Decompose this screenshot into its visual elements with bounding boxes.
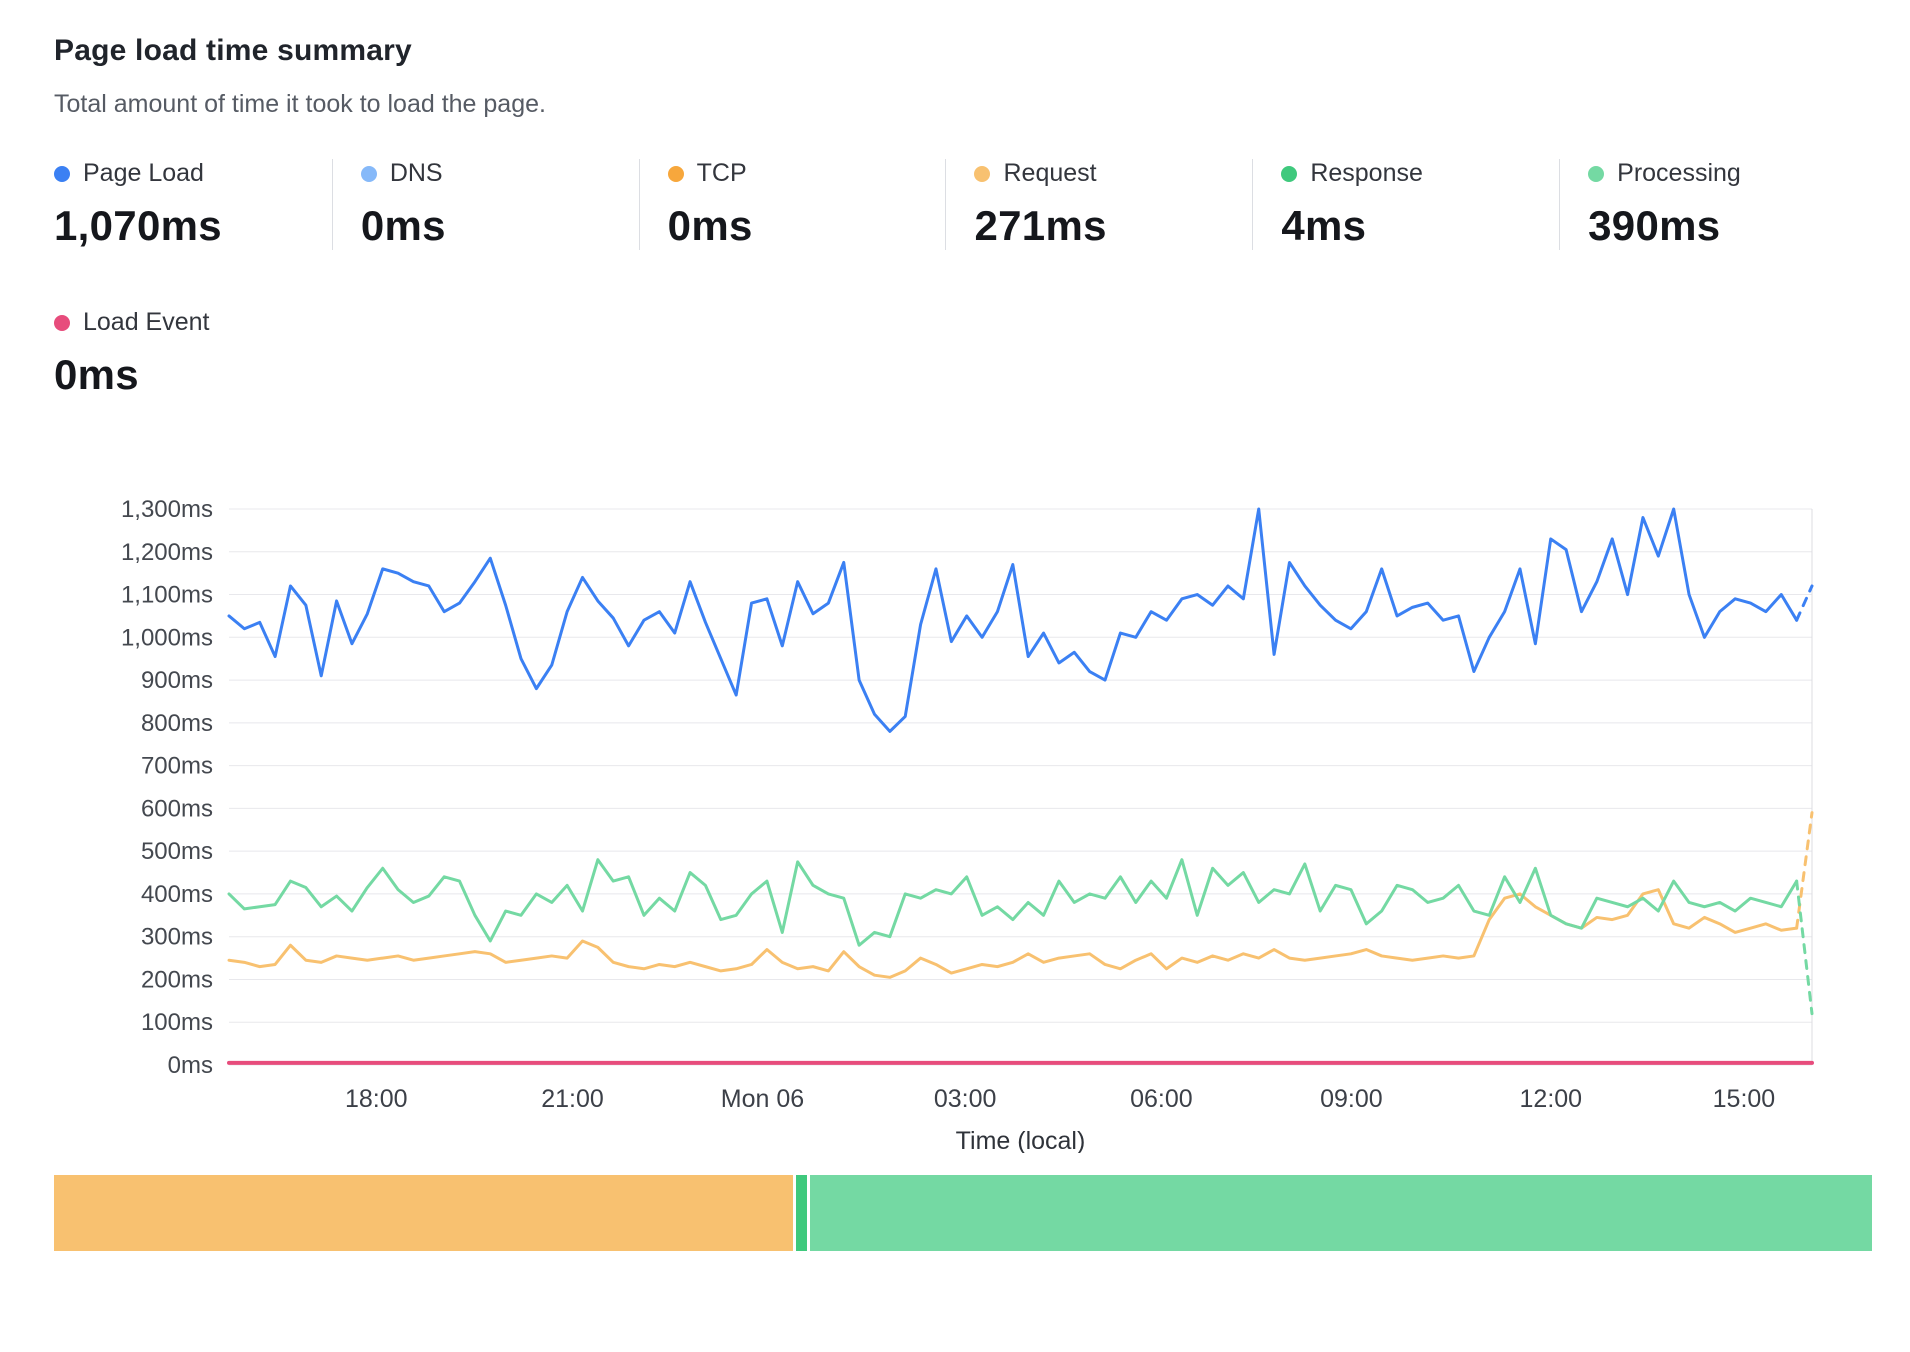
y-tick-label: 700ms	[141, 753, 213, 780]
metric-label-response: Response	[1310, 159, 1423, 187]
metric-value-page-load: 1,070ms	[54, 202, 222, 249]
x-tick-label: 09:00	[1320, 1085, 1383, 1113]
series-line-page-load	[227, 507, 1799, 733]
x-axis-title: Time (local)	[956, 1127, 1086, 1153]
y-tick-label: 1,200ms	[121, 539, 213, 566]
metric-request[interactable]: Request 271ms	[945, 159, 1252, 250]
metric-value-response: 4ms	[1281, 202, 1367, 249]
metric-label-tcp: TCP	[696, 159, 747, 187]
metric-value-request: 271ms	[974, 202, 1107, 249]
metric-value-processing: 390ms	[1588, 202, 1721, 249]
y-tick-label: 100ms	[141, 1009, 213, 1036]
metric-load-event[interactable]: Load Event 0ms	[54, 308, 1866, 399]
series-line-request-projection	[1795, 811, 1814, 930]
x-tick-label: 15:00	[1713, 1085, 1776, 1113]
metric-value-tcp: 0ms	[667, 202, 753, 249]
metric-label-load-event: Load Event	[83, 308, 210, 336]
metric-tcp[interactable]: TCP 0ms	[638, 159, 946, 250]
metrics-legend-row: Page Load 1,070ms DNS 0ms TCP 0ms Reques…	[54, 159, 1866, 250]
page-title: Page load time summary	[54, 34, 412, 67]
page-load-chart[interactable]: 0ms 100ms 200ms 300ms 400ms 500ms 600ms 700ms 80…	[54, 495, 1866, 1153]
metric-label-processing: Processing	[1617, 159, 1741, 187]
metric-value-load-event: 0ms	[54, 351, 139, 398]
x-tick-label: 03:00	[934, 1085, 997, 1113]
y-tick-label: 300ms	[141, 924, 213, 951]
metric-page-load[interactable]: Page Load 1,070ms	[54, 159, 332, 250]
y-tick-label: 800ms	[141, 710, 213, 737]
tcp-legend-dot	[667, 165, 684, 182]
load-event-row: Load Event 0ms	[54, 308, 1866, 399]
series-line-request	[227, 888, 1799, 979]
bar-segment-processing-share	[810, 1175, 1872, 1251]
y-tick-label: 1,100ms	[121, 582, 213, 609]
metric-processing[interactable]: Processing 390ms	[1559, 159, 1866, 250]
y-tick-label: 900ms	[141, 667, 213, 694]
metric-label-dns: DNS	[389, 159, 443, 187]
y-tick-label: 400ms	[141, 881, 213, 908]
metric-dns[interactable]: DNS 0ms	[331, 159, 639, 250]
x-tick-label: 21:00	[541, 1085, 604, 1113]
dns-legend-dot	[360, 165, 377, 182]
y-tick-label: 1,300ms	[121, 496, 213, 523]
x-tick-label: 06:00	[1130, 1085, 1193, 1113]
y-tick-label: 500ms	[141, 838, 213, 865]
y-tick-label: 600ms	[141, 795, 213, 822]
y-tick-label: 200ms	[141, 966, 213, 993]
request-legend-dot	[974, 165, 991, 182]
bar-segment-response-share	[796, 1175, 808, 1251]
line-chart-canvas[interactable]: 0ms 100ms 200ms 300ms 400ms 500ms 600ms 700ms 80…	[54, 495, 1866, 1153]
x-tick-label: Mon 06	[721, 1085, 804, 1113]
response-legend-dot	[1281, 165, 1298, 182]
processing-legend-dot	[1588, 165, 1605, 182]
y-tick-label: 0ms	[168, 1052, 213, 1079]
metric-response[interactable]: Response 4ms	[1252, 159, 1559, 250]
series-line-page-load-projection	[1795, 584, 1814, 622]
x-tick-label: 12:00	[1520, 1085, 1583, 1113]
y-tick-label: 1,000ms	[121, 624, 213, 651]
load-event-legend-dot	[54, 314, 70, 331]
timing-breakdown-bar	[54, 1175, 1872, 1251]
series-line-processing	[227, 858, 1799, 947]
page-subtitle: Total amount of time it took to load the…	[54, 90, 546, 118]
bar-segment-request-share	[54, 1175, 794, 1251]
metric-value-dns: 0ms	[360, 202, 446, 249]
page-load-legend-dot	[54, 165, 70, 182]
series-line-processing-projection	[1795, 879, 1814, 1016]
x-tick-label: 18:00	[345, 1085, 408, 1113]
metric-label-request: Request	[1003, 159, 1097, 187]
metric-label-page-load: Page Load	[83, 159, 204, 187]
